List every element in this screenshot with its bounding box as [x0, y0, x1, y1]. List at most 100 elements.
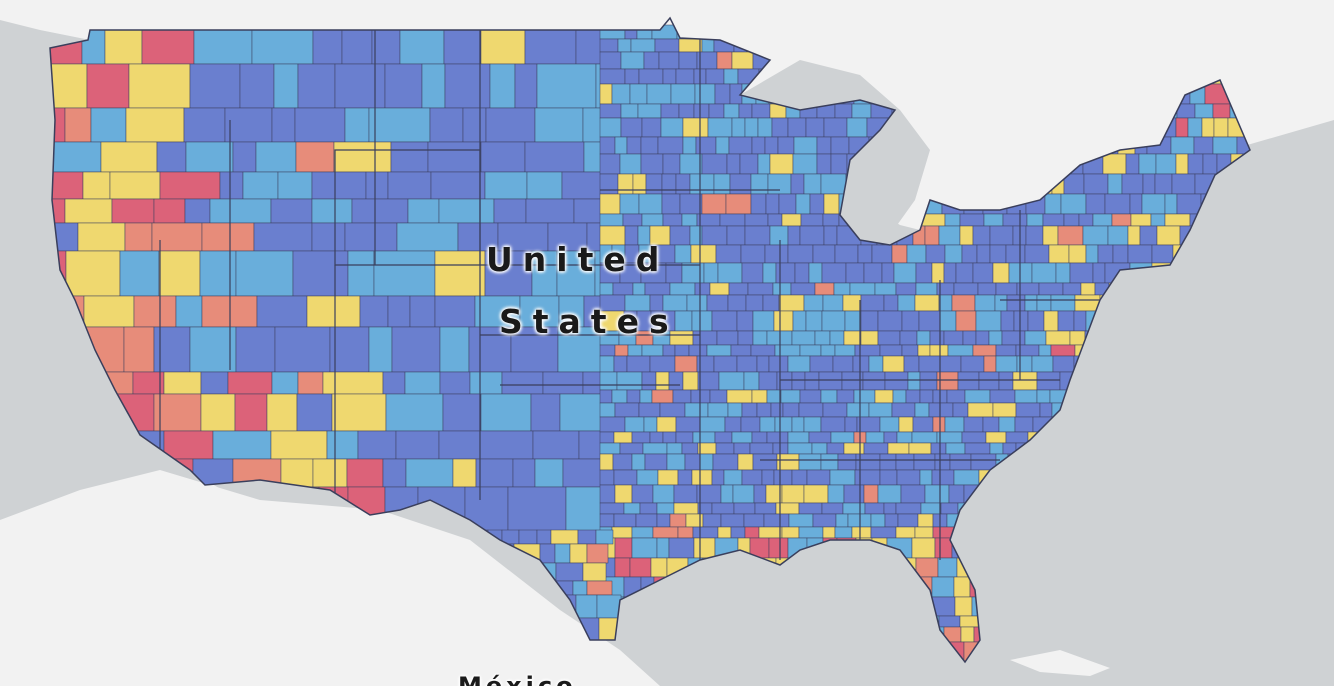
county-cell: [707, 117, 733, 138]
county-cell: [988, 330, 1003, 346]
county-cell: [749, 442, 774, 455]
county-cell: [50, 63, 88, 109]
county-cell: [1220, 193, 1238, 215]
county-cell: [611, 526, 633, 539]
county-cell: [821, 262, 847, 284]
county-cell: [1153, 557, 1168, 578]
county-cell: [879, 453, 897, 471]
county-cell: [906, 244, 927, 264]
county-cell: [731, 431, 753, 444]
county-cell: [638, 402, 661, 418]
county-cell: [1255, 174, 1273, 194]
county-cell: [874, 389, 894, 404]
county-cell: [1242, 153, 1250, 175]
county-cell: [1256, 485, 1269, 503]
county-cell: [701, 153, 728, 175]
county-cell: [871, 244, 893, 264]
county-cell: [599, 68, 626, 85]
county-cell: [851, 526, 872, 539]
county-cell: [781, 213, 802, 227]
county-cell: [826, 442, 845, 455]
county-cell: [978, 371, 1000, 391]
county-cell: [1257, 283, 1275, 295]
county-cell: [1252, 295, 1270, 311]
county-cell: [756, 402, 772, 418]
county-cell: [949, 453, 972, 471]
county-cell: [814, 282, 835, 296]
county-cell: [577, 529, 597, 545]
county-cell: [1037, 442, 1064, 455]
county-cell: [1218, 537, 1232, 559]
county-cell: [1078, 213, 1094, 227]
county-cell: [766, 431, 789, 444]
county-cell: [640, 136, 659, 155]
county-cell: [1144, 502, 1166, 515]
county-cell: [892, 389, 907, 404]
county-cell: [536, 63, 597, 109]
county-cell: [312, 458, 348, 488]
county-cell: [887, 442, 910, 455]
county-cell: [1137, 389, 1160, 404]
county-cell: [818, 371, 843, 391]
county-cell: [614, 402, 640, 418]
county-cell: [843, 484, 865, 504]
county-cell: [713, 596, 740, 617]
county-cell: [854, 596, 877, 617]
county-cell: [1150, 310, 1175, 332]
county-cell: [1234, 294, 1250, 312]
county-cell: [1125, 626, 1141, 643]
county-cell: [915, 557, 939, 578]
county-cell: [960, 626, 975, 643]
county-cell: [743, 576, 767, 598]
county-cell: [1200, 526, 1226, 539]
county-cell: [224, 107, 273, 143]
county-cell: [1217, 416, 1237, 433]
county-cell: [883, 294, 899, 312]
county-cell: [766, 389, 782, 404]
county-cell: [626, 355, 651, 373]
county-cell: [626, 136, 642, 155]
county-cell: [706, 294, 729, 312]
county-cell: [920, 502, 942, 515]
county-cell: [939, 310, 957, 332]
county-cell: [1023, 615, 1045, 628]
county-cell: [656, 502, 675, 515]
county-cell: [916, 330, 931, 346]
county-cell: [347, 250, 375, 297]
county-cell: [1213, 641, 1228, 662]
county-cell: [744, 213, 769, 227]
county-cell: [1064, 513, 1088, 528]
county-cell: [1027, 310, 1045, 332]
county-cell: [1117, 596, 1131, 617]
county-cell: [1128, 310, 1152, 332]
county-cell: [98, 393, 155, 432]
county-cell: [681, 213, 698, 227]
county-cell: [1149, 344, 1169, 357]
neighbor-country-label: México: [458, 672, 577, 686]
county-cell: [1102, 513, 1118, 528]
county-cell: [614, 557, 631, 578]
county-cell: [751, 136, 766, 155]
county-cell: [1176, 193, 1202, 215]
county-cell: [1235, 225, 1250, 246]
county-cell: [758, 526, 783, 539]
county-cell: [1039, 402, 1053, 418]
county-cell: [1042, 213, 1065, 227]
county-cell: [790, 282, 816, 296]
county-cell: [1259, 470, 1276, 485]
county-cell: [943, 262, 957, 284]
county-cell: [1036, 389, 1051, 404]
county-cell: [842, 626, 865, 643]
county-cell: [1216, 153, 1232, 175]
county-cell: [886, 537, 913, 559]
county-cell: [1125, 416, 1147, 433]
mexico-landmass: [0, 470, 660, 686]
county-cell: [611, 389, 628, 404]
county-cell: [64, 198, 113, 224]
county-cell: [774, 344, 801, 357]
county-cell: [1192, 355, 1213, 373]
county-cell: [808, 262, 823, 284]
county-cell: [851, 576, 869, 598]
